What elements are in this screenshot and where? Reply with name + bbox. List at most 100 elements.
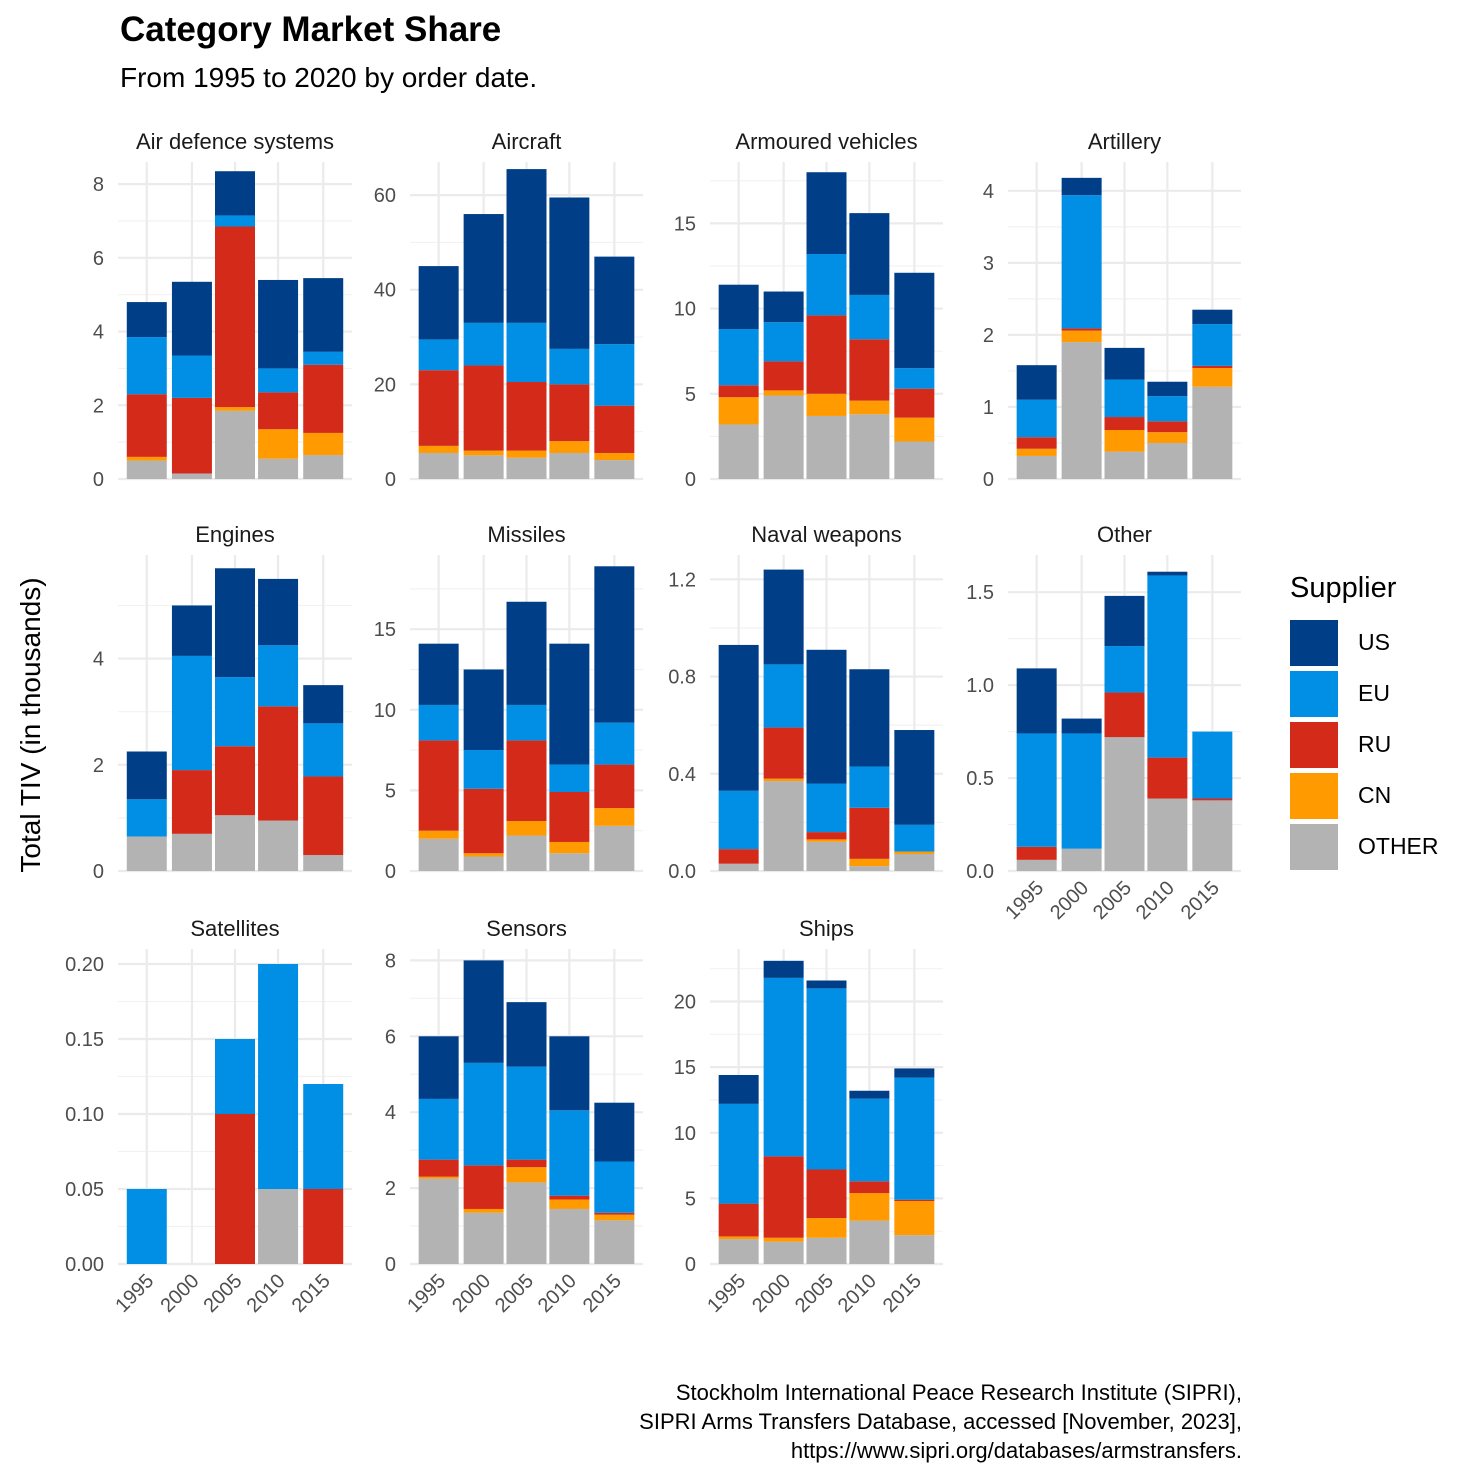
bar-segment-other xyxy=(126,836,167,871)
bar-segment-other xyxy=(506,835,547,871)
bar-segment-other xyxy=(1104,737,1145,871)
bar-segment-other xyxy=(215,815,255,871)
legend-label-cn: CN xyxy=(1358,782,1392,808)
bar-segment-us xyxy=(258,578,299,646)
bar-segment-eu xyxy=(1016,733,1057,847)
bar-segment-cn xyxy=(718,397,759,425)
bar-segment-other xyxy=(215,410,255,479)
bar-segment-us xyxy=(1061,718,1102,734)
y-tick-label: 4 xyxy=(385,1102,396,1124)
bar-segment-other xyxy=(594,460,635,479)
y-tick-label: 0.4 xyxy=(668,764,696,786)
y-tick-label: 0 xyxy=(385,1254,396,1276)
y-tick-label: 8 xyxy=(93,174,104,196)
y-tick-label: 0 xyxy=(685,1254,696,1276)
facet-title: Ships xyxy=(799,916,854,941)
bar-segment-us xyxy=(806,980,847,989)
bar-segment-cn xyxy=(463,853,504,857)
bar-segment-ru xyxy=(463,365,504,451)
y-tick-label: 0.00 xyxy=(65,1254,104,1276)
y-tick-label: 4 xyxy=(93,649,104,671)
y-tick-label: 20 xyxy=(374,374,396,396)
bar-segment-cn xyxy=(763,1237,804,1242)
bar-segment-other xyxy=(463,1212,504,1264)
legend-label-ru: RU xyxy=(1358,731,1392,757)
bar-segment-eu xyxy=(763,977,804,1157)
bar-segment-ru xyxy=(594,405,635,453)
bar-segment-cn xyxy=(303,432,344,456)
bar-segment-eu xyxy=(215,1039,255,1114)
bar-segment-eu xyxy=(258,964,299,1189)
bar-segment-eu xyxy=(806,988,847,1170)
bar-segment-cn xyxy=(763,390,804,396)
bar-segment-us xyxy=(463,669,504,751)
bar-segment-other xyxy=(1104,451,1145,479)
bar-segment-ru xyxy=(894,1199,935,1201)
bar-segment-cn xyxy=(594,808,635,826)
bar-segment-other xyxy=(1192,386,1233,479)
bar-segment-other xyxy=(806,415,847,479)
bar-segment-cn xyxy=(506,821,547,836)
facet-title: Other xyxy=(1097,522,1152,547)
bar-segment-ru xyxy=(1147,421,1188,433)
y-tick-label: 40 xyxy=(374,280,396,302)
y-tick-label: 0 xyxy=(685,469,696,491)
bar-segment-cn xyxy=(806,1218,847,1238)
bar-segment-other xyxy=(594,1220,635,1264)
bar-segment-us xyxy=(594,1102,635,1162)
bar-segment-us xyxy=(549,197,590,349)
bar-segment-ru xyxy=(303,1189,344,1264)
bar-segment-us xyxy=(763,569,804,665)
y-tick-label: 0.8 xyxy=(668,667,696,689)
y-tick-label: 8 xyxy=(385,950,396,972)
y-axis-title: Total TIV (in thousands) xyxy=(15,577,46,872)
bar-segment-ru xyxy=(506,382,547,451)
bar-segment-cn xyxy=(849,400,890,415)
bar-segment-ru xyxy=(806,832,847,840)
y-tick-label: 0.0 xyxy=(966,861,994,883)
facet-panel: Satellites0.000.050.100.150.201995200020… xyxy=(65,916,352,1317)
bar-segment-ru xyxy=(215,746,255,816)
bar-segment-cn xyxy=(849,1193,890,1221)
bar-segment-us xyxy=(303,278,344,352)
x-tick-label: 2015 xyxy=(879,1270,926,1317)
facet-title: Artillery xyxy=(1088,129,1161,154)
bar-segment-cn xyxy=(894,851,935,854)
bar-segment-eu xyxy=(126,337,167,395)
bar-segment-ru xyxy=(258,392,299,430)
caption-line: SIPRI Arms Transfers Database, accessed … xyxy=(639,1409,1242,1434)
bar-segment-eu xyxy=(506,704,547,741)
y-tick-label: 3 xyxy=(983,253,994,275)
bar-segment-other xyxy=(303,855,344,871)
bar-segment-ru xyxy=(894,388,935,418)
bar-segment-eu xyxy=(1016,399,1057,438)
bar-segment-other xyxy=(418,838,459,871)
bar-segment-us xyxy=(215,568,255,678)
bar-segment-us xyxy=(849,213,890,295)
bar-segment-other xyxy=(506,457,547,479)
y-tick-label: 2 xyxy=(983,325,994,347)
bar-segment-ru xyxy=(806,1169,847,1219)
legend-swatch-ru xyxy=(1290,721,1338,768)
y-tick-label: 4 xyxy=(983,181,994,203)
bar-segment-other xyxy=(549,1208,590,1264)
bar-segment-us xyxy=(718,1075,759,1104)
bar-segment-eu xyxy=(171,355,212,398)
y-tick-label: 5 xyxy=(685,1188,696,1210)
bar-segment-us xyxy=(1104,347,1145,380)
bar-segment-ru xyxy=(171,770,212,834)
bar-segment-other xyxy=(463,455,504,479)
bar-segment-eu xyxy=(1104,646,1145,693)
facet-panel: Aircraft 0 20 40 60 xyxy=(374,129,643,491)
bar-segment-cn xyxy=(506,1167,547,1183)
bar-segment-eu xyxy=(506,1066,547,1160)
source-caption: Stockholm International Peace Research I… xyxy=(639,1378,1242,1465)
bar-segment-cn xyxy=(549,841,590,854)
bar-segment-other xyxy=(506,1182,547,1264)
x-tick-label: 2015 xyxy=(288,1270,335,1317)
y-tick-label: 0.10 xyxy=(65,1104,104,1126)
bar-segment-other xyxy=(549,853,590,871)
x-tick-label: 2015 xyxy=(579,1270,626,1317)
bar-segment-ru xyxy=(418,370,459,446)
